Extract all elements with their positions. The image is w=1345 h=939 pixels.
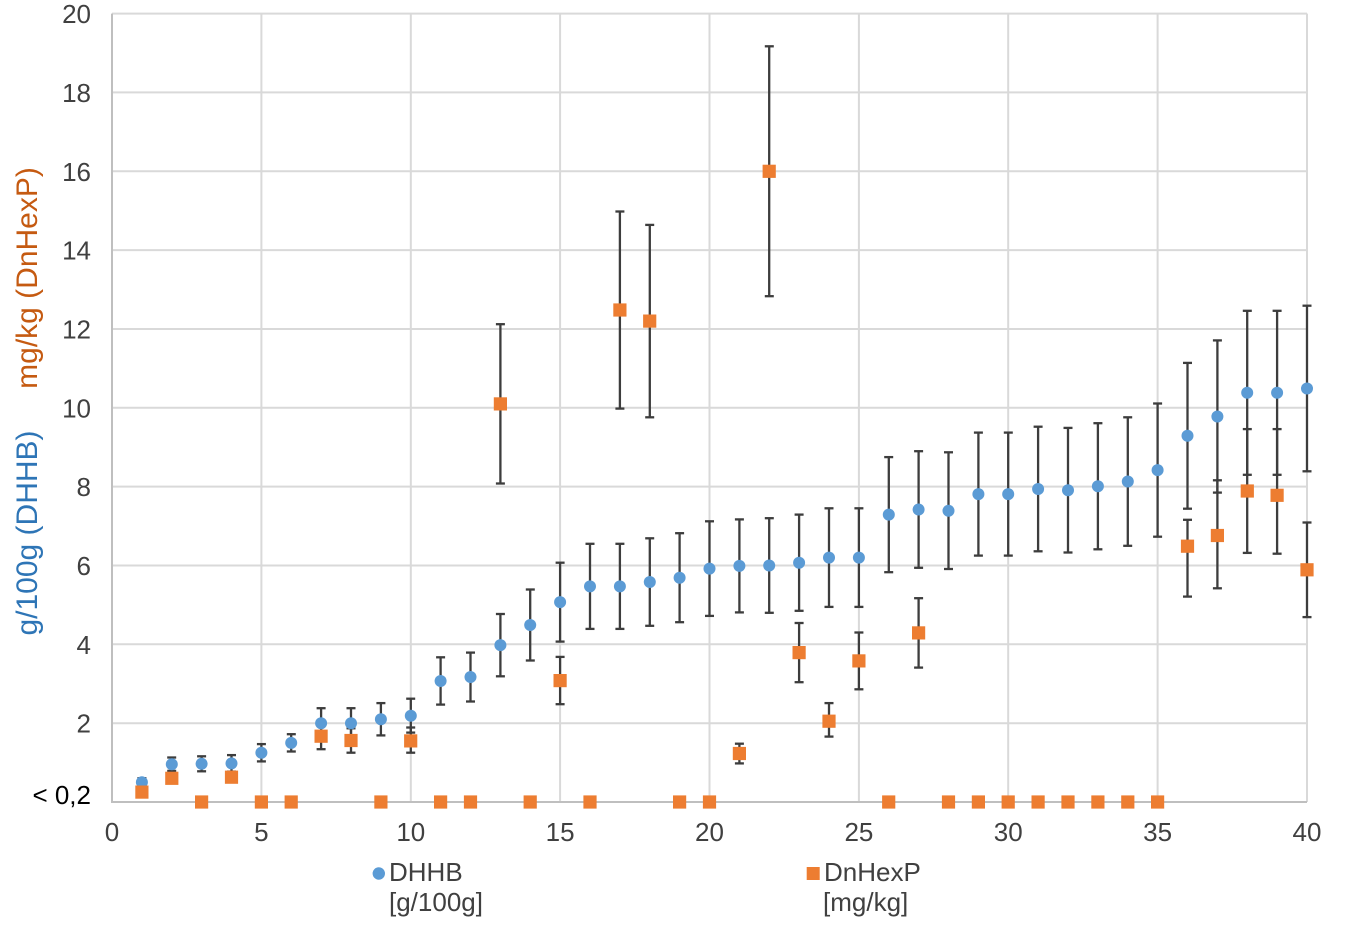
svg-text:mg/kg (DnHexP): mg/kg (DnHexP) xyxy=(11,167,44,389)
svg-text:40: 40 xyxy=(1293,817,1322,847)
svg-text:10: 10 xyxy=(396,817,425,847)
svg-text:18: 18 xyxy=(62,78,91,108)
svg-text:20: 20 xyxy=(695,817,724,847)
svg-text:2: 2 xyxy=(77,709,91,739)
svg-text:25: 25 xyxy=(844,817,873,847)
svg-text:[mg/kg]: [mg/kg] xyxy=(823,887,908,917)
svg-text:12: 12 xyxy=(62,315,91,345)
svg-text:6: 6 xyxy=(77,551,91,581)
svg-text:14: 14 xyxy=(62,236,91,266)
svg-text:DnHexP: DnHexP xyxy=(824,857,921,887)
svg-text:16: 16 xyxy=(62,157,91,187)
svg-text:20: 20 xyxy=(62,0,91,29)
svg-text:< 0,2: < 0,2 xyxy=(32,780,91,810)
svg-text:4: 4 xyxy=(77,630,91,660)
svg-text:DHHB: DHHB xyxy=(389,857,463,887)
svg-text:g/100g (DHHB): g/100g (DHHB) xyxy=(11,430,44,635)
svg-text:8: 8 xyxy=(77,472,91,502)
svg-text:35: 35 xyxy=(1143,817,1172,847)
svg-text:[g/100g]: [g/100g] xyxy=(389,887,483,917)
svg-text:5: 5 xyxy=(254,817,268,847)
svg-text:10: 10 xyxy=(62,393,91,423)
svg-text:15: 15 xyxy=(546,817,575,847)
svg-text:30: 30 xyxy=(994,817,1023,847)
svg-text:0: 0 xyxy=(105,817,119,847)
